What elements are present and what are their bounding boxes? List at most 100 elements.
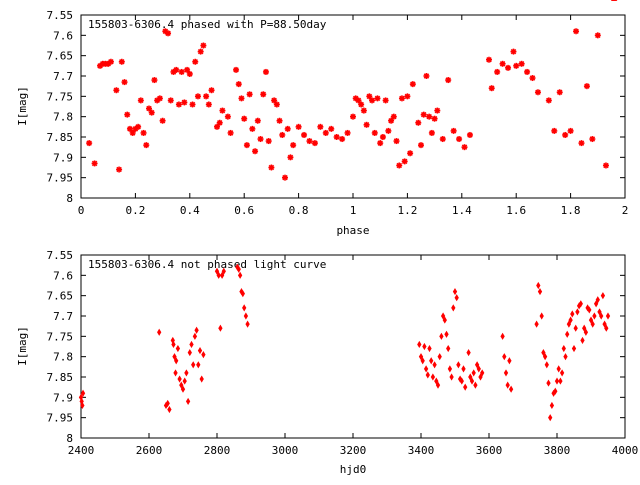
phased-light-curve-panel: 155803-6306.4 phased with P=88.50day pha… <box>16 0 628 237</box>
data-point <box>86 140 93 147</box>
data-point <box>179 381 184 389</box>
data-point <box>254 117 261 124</box>
data-point <box>287 154 294 161</box>
y-tick-label: 7.95 <box>47 172 74 185</box>
data-point <box>431 115 438 122</box>
x-tick-label: 3000 <box>272 444 299 457</box>
data-point <box>534 89 541 96</box>
data-point <box>469 377 475 385</box>
raw-light-curve-panel: 155803-6306.4 not phased light curve hjd… <box>16 249 638 476</box>
data-point <box>214 123 220 130</box>
data-point <box>137 97 144 104</box>
data-point <box>542 353 548 361</box>
data-point <box>197 346 203 355</box>
data-point <box>377 140 384 147</box>
data-point <box>146 105 152 112</box>
data-point <box>518 60 525 67</box>
data-point <box>333 134 340 140</box>
data-point <box>268 164 275 171</box>
data-point <box>578 300 583 308</box>
x-tick-label: 0.4 <box>180 204 200 217</box>
data-point <box>422 342 427 351</box>
data-point <box>181 99 188 106</box>
data-point <box>440 312 446 320</box>
data-point <box>571 344 577 353</box>
data-points <box>86 0 618 181</box>
data-point <box>452 288 458 296</box>
data-point <box>91 160 98 167</box>
data-point <box>140 129 147 136</box>
data-point <box>605 312 611 320</box>
data-point <box>194 93 201 100</box>
x-tick-label: 1.6 <box>506 204 526 217</box>
x-tick-label: 0.6 <box>234 204 254 217</box>
data-point <box>191 361 196 369</box>
data-point <box>454 294 459 302</box>
data-point <box>461 144 468 151</box>
data-point <box>570 310 575 318</box>
data-point <box>463 383 468 391</box>
data-point <box>567 127 574 134</box>
data-point <box>432 361 437 369</box>
data-point <box>118 58 125 65</box>
data-point <box>423 365 429 373</box>
data-point <box>554 377 560 385</box>
data-point <box>398 95 405 102</box>
y-tick-label: 7.85 <box>47 131 74 144</box>
tick-group: 0 0.2 0.4 0.6 0.8 1 1.2 1.4 1.6 1.8 2 7.55 7.6 7.65 7.… <box>47 9 629 217</box>
data-point <box>322 129 329 136</box>
data-point <box>544 361 549 369</box>
data-point <box>175 344 181 353</box>
data-point <box>246 91 253 98</box>
data-point <box>273 101 280 108</box>
data-point <box>510 48 517 55</box>
x-axis-label: phase <box>336 224 369 237</box>
data-point <box>194 326 199 334</box>
data-point <box>219 271 225 279</box>
data-point <box>556 89 563 96</box>
data-point <box>565 330 570 338</box>
data-point <box>486 56 492 63</box>
data-point <box>418 142 424 149</box>
data-point <box>241 115 248 122</box>
data-point <box>165 30 172 37</box>
data-point <box>548 414 553 422</box>
data-point <box>456 136 463 143</box>
chart-title: 155803-6306.4 not phased light curve <box>88 258 326 271</box>
data-point <box>124 111 131 118</box>
data-point <box>459 377 464 385</box>
data-point <box>562 131 569 138</box>
data-point <box>556 365 561 373</box>
data-point <box>524 68 531 75</box>
data-point <box>257 136 264 143</box>
data-point <box>80 389 86 397</box>
data-point <box>167 405 172 414</box>
data-point <box>435 381 441 389</box>
data-point <box>590 320 595 328</box>
y-axis-label: I[mag] <box>16 326 29 366</box>
data-point <box>192 332 198 340</box>
data-point <box>174 357 179 365</box>
data-point <box>444 330 449 338</box>
data-point <box>237 271 243 279</box>
data-point <box>582 324 587 332</box>
data-point <box>173 66 180 73</box>
data-point <box>573 28 580 35</box>
data-point <box>425 371 430 379</box>
data-point <box>553 387 558 395</box>
x-tick-label: 0.2 <box>125 204 145 217</box>
data-point <box>393 138 400 145</box>
data-point <box>604 324 609 332</box>
data-point <box>578 140 585 147</box>
data-point <box>494 68 501 75</box>
data-point <box>500 332 505 340</box>
data-point <box>434 107 441 114</box>
y-tick-label: 7.55 <box>47 9 74 22</box>
data-point <box>442 316 447 324</box>
data-point <box>587 306 592 314</box>
x-tick-label: 1.8 <box>561 204 581 217</box>
data-point <box>185 397 191 405</box>
data-point <box>593 300 599 308</box>
data-point <box>116 166 123 173</box>
